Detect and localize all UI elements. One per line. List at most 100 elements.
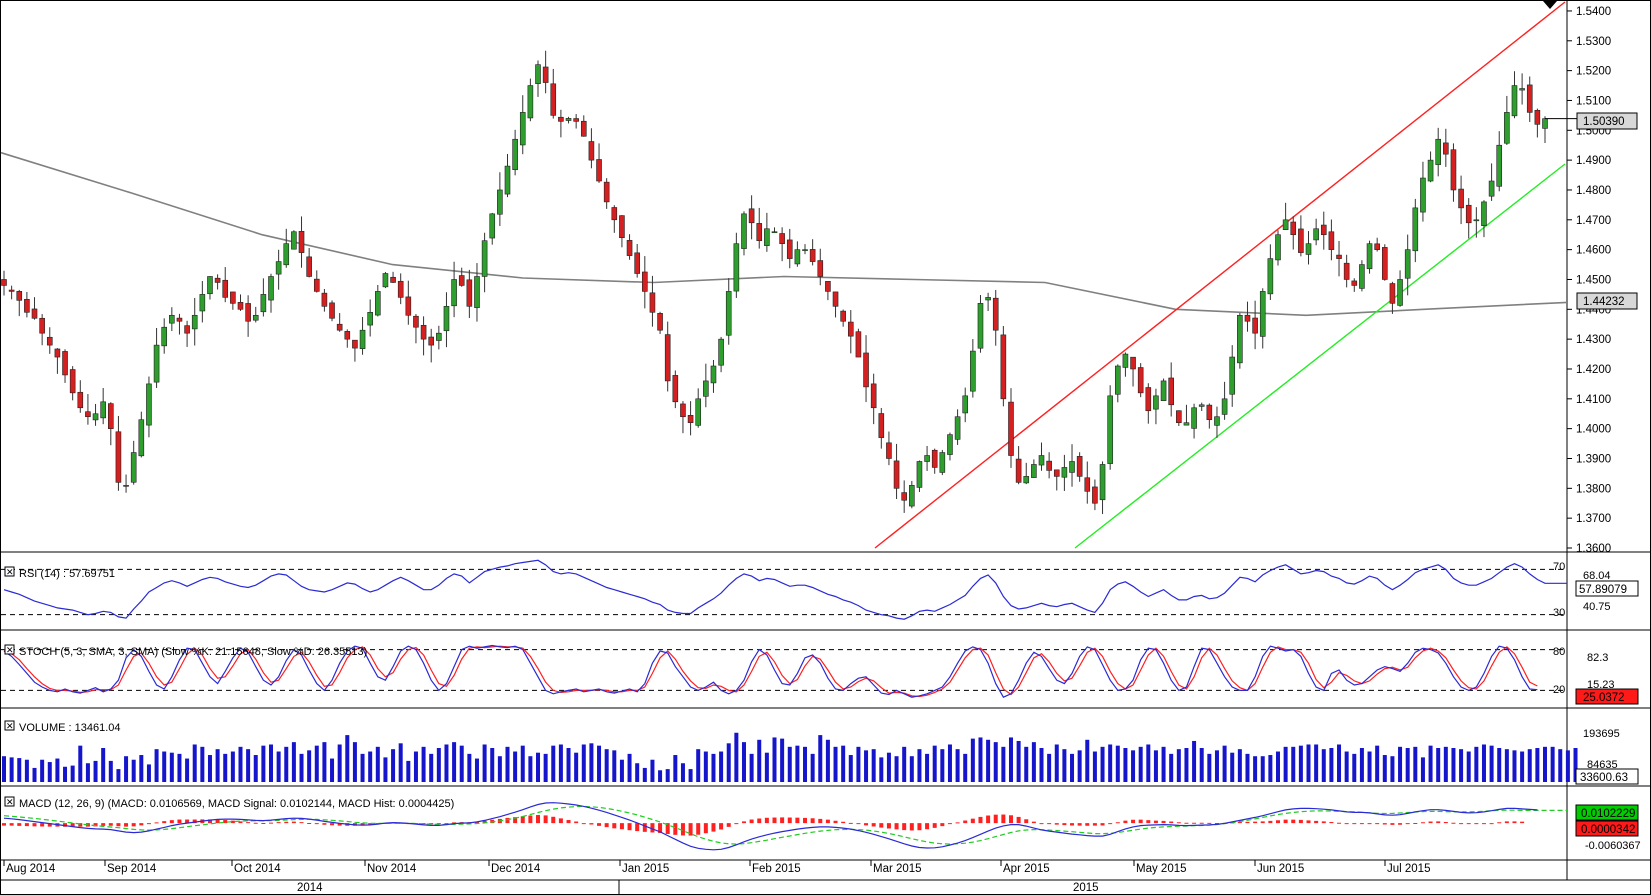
- x-tick-label: Aug 2014: [6, 863, 56, 875]
- volume-bar: [818, 735, 823, 782]
- volume-bar: [803, 746, 808, 782]
- candle-body: [1381, 247, 1388, 280]
- volume-bar: [474, 758, 479, 782]
- macd-hist-bar: [833, 820, 838, 824]
- candle-body: [1290, 221, 1297, 236]
- macd-hist-bar: [520, 816, 525, 824]
- candle-body: [619, 215, 625, 239]
- macd-hist-bar: [253, 822, 258, 824]
- volume-bar: [673, 755, 678, 782]
- candle-body: [558, 116, 564, 122]
- candle-body: [725, 291, 732, 336]
- volume-bar: [452, 742, 457, 782]
- volume-bar: [970, 738, 975, 782]
- macd-hist-bar: [726, 823, 731, 827]
- macd-close-x: ✕: [6, 797, 14, 807]
- candle-body: [1206, 404, 1213, 421]
- macd-hist-bar: [1237, 822, 1242, 824]
- stoch-header[interactable]: ✕ STOCH (5, 3, SMA, 3, SMA) (Slow %K: 21…: [4, 644, 367, 658]
- candle-body: [16, 291, 23, 301]
- volume-bar: [703, 751, 708, 782]
- candle-body: [108, 403, 114, 429]
- volume-bar: [1230, 752, 1235, 782]
- macd-hist-bar: [291, 821, 296, 824]
- candle-body: [1534, 109, 1541, 125]
- volume-header-text: VOLUME : 13461.04: [19, 722, 121, 734]
- volume-header[interactable]: ✕ VOLUME : 13461.04: [4, 720, 121, 734]
- candle-body: [1176, 410, 1182, 423]
- candle-body: [451, 279, 457, 307]
- volume-bar: [1428, 745, 1433, 782]
- volume-bar: [658, 770, 663, 782]
- volume-bar: [192, 744, 197, 782]
- candle-body: [1107, 395, 1113, 464]
- x-tick-label: Mar 2015: [873, 863, 922, 875]
- candle-body: [519, 112, 526, 146]
- macd-hist-bar: [993, 814, 998, 824]
- stoch-value-text: 25.0372: [1583, 692, 1625, 704]
- macd-hist-bar: [551, 816, 556, 824]
- macd-hist-bar: [93, 823, 98, 827]
- candle-body: [1015, 458, 1022, 483]
- macd-hist-bar: [1138, 819, 1143, 824]
- volume-bar: [1108, 744, 1113, 782]
- volume-bar: [246, 749, 251, 782]
- price-tick-label: 1.4800: [1576, 185, 1611, 197]
- candle-body: [1305, 243, 1312, 255]
- volume-bar: [597, 745, 602, 782]
- candle-body: [413, 315, 419, 328]
- volume-bar: [207, 755, 212, 782]
- volume-bar: [1161, 746, 1166, 782]
- volume-bar: [1512, 750, 1517, 782]
- volume-bar: [322, 742, 327, 782]
- volume-bar: [1008, 737, 1013, 782]
- volume-bar: [108, 760, 113, 782]
- candle-body: [130, 452, 137, 483]
- scroll-marker-icon[interactable]: [1543, 1, 1557, 9]
- macd-hist-bar: [1459, 823, 1464, 825]
- candle-body: [657, 313, 663, 331]
- macd-hist-bar: [230, 820, 235, 824]
- stoch-level-20: 20: [1553, 684, 1565, 696]
- stoch-close-box[interactable]: [4, 644, 15, 655]
- candle-body: [230, 291, 236, 304]
- volume-panel: [2, 732, 1586, 782]
- volume-bar: [635, 763, 640, 782]
- macd-hist-bar: [421, 823, 426, 825]
- candle-body: [809, 249, 816, 262]
- candle-body: [1137, 367, 1144, 394]
- candle-body: [893, 460, 900, 489]
- macd-hist-bar: [47, 823, 52, 827]
- macd-header[interactable]: ✕ MACD (12, 26, 9) (MACD: 0.0106569, MAC…: [4, 796, 454, 810]
- x-tick-label: Jan 2015: [622, 863, 669, 875]
- candle-body: [580, 120, 587, 137]
- macd-close-box[interactable]: [4, 796, 15, 807]
- volume-bar: [314, 745, 319, 782]
- volume-bar: [238, 746, 243, 782]
- macd-hist-bar: [741, 821, 746, 824]
- volume-bar: [566, 748, 571, 782]
- rsi-level-70: 70: [1553, 561, 1565, 573]
- x-tick-label: Jun 2015: [1257, 863, 1304, 875]
- rsi-header-text: RSI (14) : 57.69751: [19, 568, 115, 580]
- volume-bar: [459, 745, 464, 782]
- candle-body: [1298, 228, 1304, 253]
- candle-body: [123, 485, 129, 487]
- volume-bar: [497, 756, 502, 782]
- candle-body: [329, 302, 335, 319]
- macd-hist-bar: [1199, 822, 1204, 824]
- rsi-header[interactable]: ✕ RSI (14) : 57.69751: [4, 566, 115, 580]
- volume-bar: [307, 750, 312, 782]
- volume-bar: [1214, 750, 1219, 782]
- candle-body: [161, 326, 168, 347]
- candle-body: [596, 159, 602, 182]
- volume-close-box[interactable]: [4, 720, 15, 731]
- volume-bar: [47, 762, 52, 782]
- stoch-axis-lower: 15.23: [1587, 679, 1615, 691]
- macd-hist-bar: [986, 815, 991, 824]
- rsi-close-box[interactable]: [4, 566, 15, 577]
- volume-bar: [330, 758, 335, 782]
- volume-bar: [1062, 749, 1067, 782]
- candle-body: [1465, 204, 1472, 224]
- volume-bar: [757, 739, 762, 782]
